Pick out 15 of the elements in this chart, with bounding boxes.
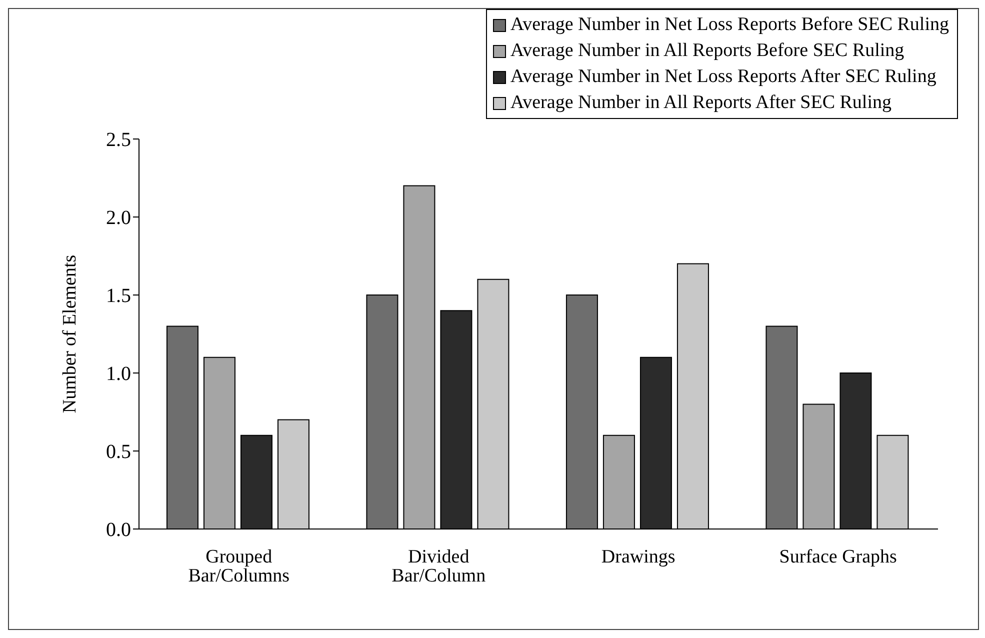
y-tick-label: 0.0 <box>106 519 131 542</box>
y-tick-label: 2.5 <box>106 129 131 152</box>
y-tick-label: 1.5 <box>106 285 131 308</box>
legend-label: Average Number in Net Loss Reports After SEC Ruling <box>510 65 936 89</box>
legend-label: Average Number in Net Loss Reports Before SEC Ruling <box>510 13 949 37</box>
legend-label: Average Number in All Reports After SEC Ruling <box>510 91 892 115</box>
y-tick-label: 0.5 <box>106 441 131 464</box>
legend-label: Average Number in All Reports Before SEC Ruling <box>510 39 904 63</box>
x-tick-label: Grouped Bar/Columns <box>188 546 290 586</box>
x-tick-label: Divided Bar/Column <box>392 546 486 586</box>
y-tick-label: 1.0 <box>106 363 131 386</box>
y-axis-title: Number of Elements <box>60 254 81 414</box>
x-tick-label: Surface Graphs <box>779 546 897 568</box>
x-tick-label: Drawings <box>601 546 676 568</box>
y-tick-label: 2.0 <box>106 207 131 230</box>
